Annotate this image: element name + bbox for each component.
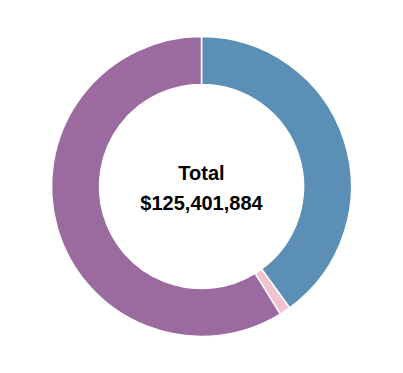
svg-text:Total: Total [178,162,224,184]
svg-text:$125,401,884: $125,401,884 [140,192,263,214]
